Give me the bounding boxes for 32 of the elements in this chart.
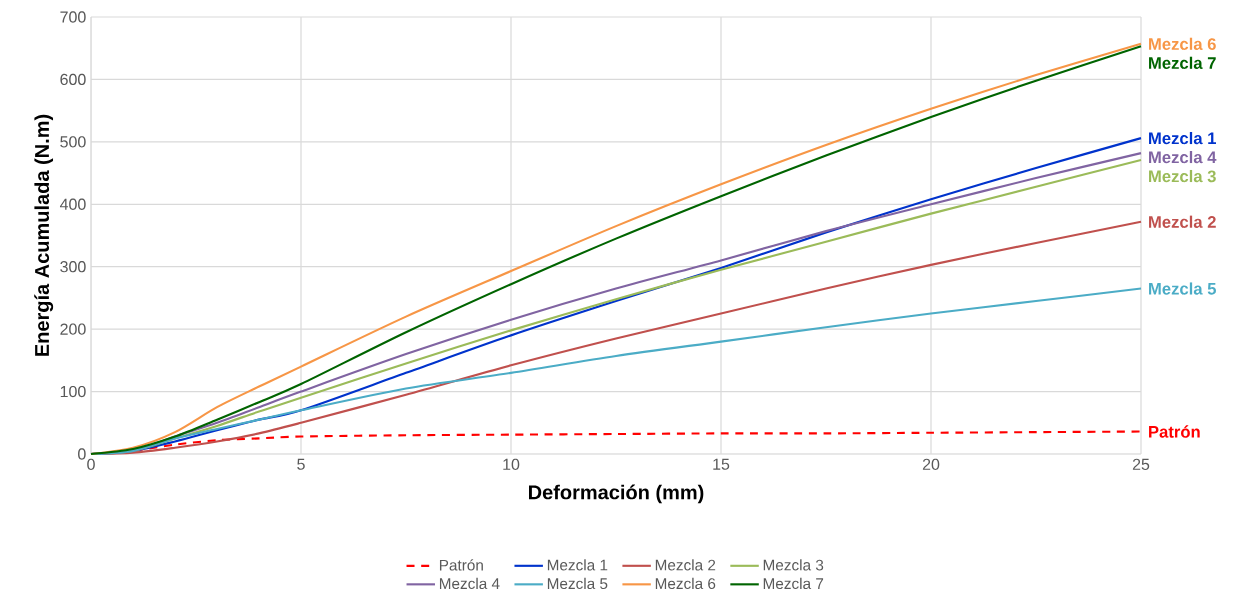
legend-label: Mezcla 1 (547, 559, 608, 571)
y-tick-label: 200 (60, 323, 86, 335)
x-tick-label: 20 (922, 458, 940, 471)
text: Mezcla 3 (1149, 169, 1216, 183)
text: Mezcla 1 (1149, 131, 1216, 145)
text: Mezcla 6 (1149, 37, 1216, 50)
legend-label: Mezcla 2 (655, 559, 716, 571)
text: Mezcla 7 (1149, 56, 1216, 69)
y-tick-label: 700 (60, 11, 86, 23)
text: Patrón (1149, 425, 1200, 438)
x-tick-label: 15 (713, 458, 730, 470)
y-axis-title: Energía Acumulada (N.m) (34, 114, 54, 356)
y-tick-label: 300 (60, 261, 86, 273)
legend-label: Mezcla 7 (763, 577, 824, 590)
legend-label: Mezcla 6 (655, 577, 716, 590)
text: Mezcla 4 (1149, 150, 1217, 164)
legend-label: Mezcla 3 (763, 559, 824, 571)
y-tick-label: 0 (78, 448, 86, 460)
x-tick-label: 25 (1132, 458, 1150, 471)
y-tick-label: 500 (60, 136, 86, 148)
y-tick-label: 400 (59, 198, 86, 210)
x-tick-label: 0 (87, 458, 95, 471)
x-tick-label: 10 (503, 458, 520, 471)
legend-label: Mezcla 4 (439, 577, 500, 590)
text: Mezcla 2 (1149, 215, 1216, 228)
legend-label: Patrón (439, 559, 483, 571)
y-tick-label: 600 (60, 73, 86, 86)
text: Mezcla 5 (1149, 282, 1216, 295)
y-tick-label: 100 (60, 385, 86, 398)
legend-label: Mezcla 5 (547, 577, 608, 590)
x-tick-label: 5 (297, 458, 305, 470)
x-axis-title: Deformación (mm) (529, 484, 704, 504)
